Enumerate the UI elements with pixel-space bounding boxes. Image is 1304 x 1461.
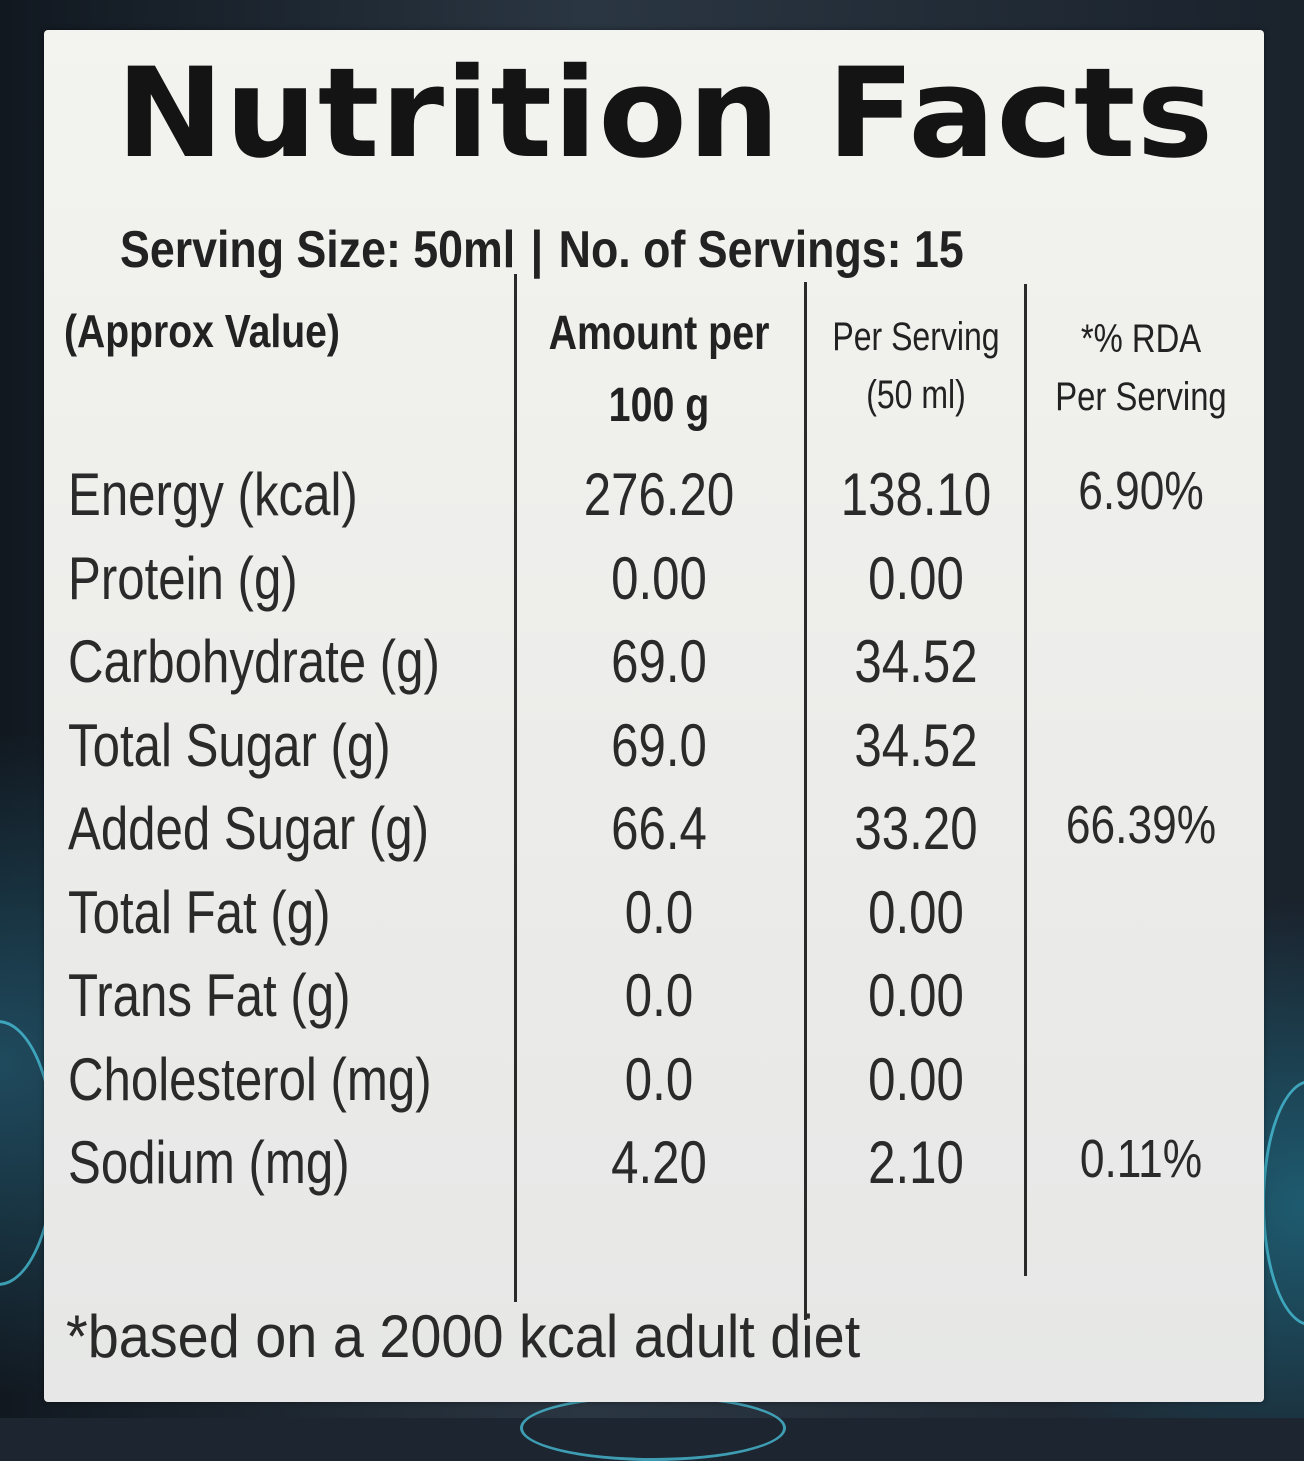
rda-percent: 6.90% — [1078, 461, 1204, 521]
header-per-100g-line2: 100 g — [608, 379, 710, 432]
amount-per-100g: 69.0 — [611, 628, 707, 695]
amount-per-serving: 0.00 — [868, 1045, 964, 1113]
nutrient-name: Total Sugar (g) — [68, 711, 391, 779]
amount-per-100g: 69.0 — [611, 711, 707, 779]
header-per-serving-line1: Per Serving — [832, 315, 1000, 359]
header-per-serving: Per Serving (50 ml) — [828, 308, 1004, 424]
rda-percent: 0.11% — [1079, 1129, 1203, 1189]
servings-count: No. of Servings: 15 — [558, 221, 964, 279]
rda-percent: 66.39% — [1065, 795, 1217, 855]
amount-per-serving: 33.20 — [854, 795, 978, 862]
header-per-100g-line1: Amount per — [548, 307, 770, 360]
amount-per-100g: 0.0 — [624, 878, 694, 946]
amount-per-100g: 0.0 — [624, 962, 694, 1029]
serving-size: Serving Size: 50ml — [120, 221, 516, 279]
amount-per-serving: 0.00 — [868, 544, 964, 612]
column-divider — [804, 282, 807, 1320]
amount-per-100g: 4.20 — [611, 1129, 707, 1196]
header-rda-line1: *% RDA — [1080, 317, 1202, 361]
nutrient-name: Cholesterol (mg) — [68, 1045, 432, 1113]
table-row: Sodium (mg) 4.20 2.10 0.11% — [44, 1128, 1264, 1212]
column-divider — [1024, 284, 1027, 1276]
table-row: Protein (g) 0.00 0.00 — [44, 544, 1264, 628]
label-title: Nutrition Facts — [116, 42, 1215, 186]
header-rda-line2: Per Serving — [1055, 375, 1227, 419]
serving-separator: | — [530, 221, 544, 279]
table-row: Carbohydrate (g) 69.0 34.52 — [44, 627, 1264, 711]
amount-per-serving: 34.52 — [854, 628, 978, 695]
nutrient-name: Energy (kcal) — [68, 461, 358, 528]
rda-footnote: *based on a 2000 kcal adult diet — [66, 1303, 861, 1370]
table-row: Energy (kcal) 276.20 138.10 6.90% — [44, 460, 1264, 544]
amount-per-100g: 66.4 — [611, 795, 707, 862]
amount-per-serving: 138.10 — [840, 461, 992, 528]
nutrient-name: Trans Fat (g) — [68, 962, 351, 1029]
nutrient-table: Energy (kcal) 276.20 138.10 6.90% Protei… — [44, 460, 1264, 1212]
nutrient-name: Sodium (mg) — [68, 1129, 350, 1196]
header-per-serving-line2: (50 ml) — [866, 373, 966, 417]
table-row: Trans Fat (g) 0.0 0.00 — [44, 961, 1264, 1045]
serving-info: Serving Size: 50ml | No. of Servings: 15 — [120, 220, 964, 280]
header-rda: *% RDA Per Serving — [1047, 310, 1236, 426]
amount-per-serving: 34.52 — [854, 711, 978, 779]
table-row: Cholesterol (mg) 0.0 0.00 — [44, 1045, 1264, 1129]
amount-per-100g: 0.00 — [611, 544, 707, 612]
nutrient-name: Carbohydrate (g) — [68, 628, 440, 695]
nutrient-name: Protein (g) — [68, 544, 298, 612]
amount-per-100g: 276.20 — [583, 461, 735, 528]
amount-per-serving: 0.00 — [868, 962, 964, 1029]
nutrient-name: Total Fat (g) — [68, 878, 331, 946]
column-divider — [514, 274, 517, 1302]
table-row: Total Sugar (g) 69.0 34.52 — [44, 711, 1264, 795]
table-row: Total Fat (g) 0.0 0.00 — [44, 878, 1264, 962]
table-row: Added Sugar (g) 66.4 33.20 66.39% — [44, 794, 1264, 878]
decorative-swirl — [520, 1395, 786, 1461]
amount-per-serving: 2.10 — [868, 1129, 964, 1196]
nutrition-label: Nutrition Facts Serving Size: 50ml | No. o… — [44, 30, 1264, 1402]
header-nutrient: (Approx Value) — [64, 305, 340, 357]
header-per-100g: Amount per 100 g — [540, 298, 778, 442]
nutrient-name: Added Sugar (g) — [68, 795, 430, 862]
amount-per-100g: 0.0 — [624, 1045, 694, 1113]
amount-per-serving: 0.00 — [868, 878, 964, 946]
